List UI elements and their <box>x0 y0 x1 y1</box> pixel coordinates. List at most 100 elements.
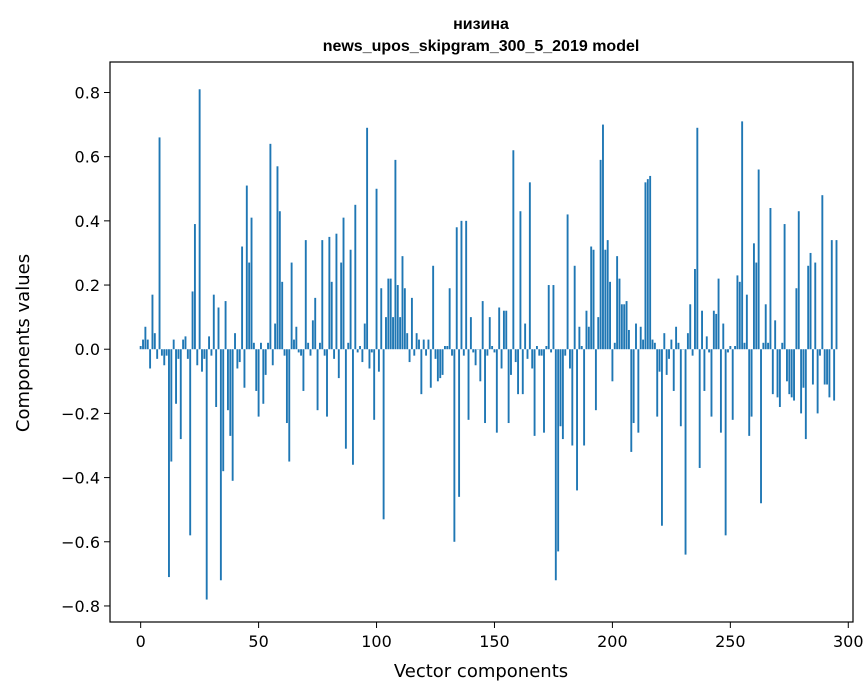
bar <box>481 301 484 350</box>
bar <box>580 346 583 350</box>
bar <box>264 349 267 375</box>
bar <box>326 349 328 417</box>
y-tick-label: −0.4 <box>61 469 100 488</box>
bar <box>333 349 336 359</box>
bar <box>743 342 746 350</box>
bar <box>578 326 581 350</box>
bar <box>321 240 324 350</box>
bar <box>453 349 456 542</box>
bar <box>495 349 498 433</box>
bar <box>304 240 307 350</box>
bar <box>179 349 182 440</box>
bar <box>517 349 520 395</box>
bar <box>590 246 593 350</box>
bar <box>396 285 399 350</box>
bar <box>276 166 279 350</box>
bar <box>632 349 635 424</box>
bar <box>455 227 458 350</box>
bar <box>642 339 645 350</box>
bar <box>760 349 762 504</box>
bar <box>201 349 203 372</box>
bar <box>755 262 758 350</box>
bar <box>262 349 265 404</box>
bar <box>149 349 152 369</box>
bar <box>835 240 838 350</box>
bar <box>290 262 293 350</box>
x-tick-label: 50 <box>248 632 268 651</box>
bar <box>649 175 652 350</box>
bar <box>724 349 727 536</box>
y-axis-label: Components values <box>13 254 34 432</box>
bar <box>297 349 300 353</box>
bar <box>451 349 453 356</box>
bar <box>554 349 557 581</box>
bar <box>356 349 359 353</box>
bar <box>189 349 192 536</box>
x-tick-label: 200 <box>597 632 628 651</box>
bar <box>344 349 347 449</box>
bar <box>441 349 444 375</box>
bar <box>415 333 418 350</box>
bar <box>217 307 220 350</box>
bar <box>170 349 173 462</box>
bar <box>661 349 663 526</box>
bar <box>535 346 538 350</box>
bar <box>823 349 826 385</box>
bar <box>734 346 737 350</box>
bar <box>514 349 517 363</box>
bar <box>425 349 428 356</box>
bar <box>729 346 732 350</box>
bar <box>219 349 222 581</box>
bar <box>323 349 326 356</box>
x-axis-label: Vector components <box>394 661 568 682</box>
bar <box>377 349 380 372</box>
bar <box>342 217 345 350</box>
chart-subtitle: news_upos_skipgram_300_5_2019 model <box>323 38 640 55</box>
bar <box>663 333 666 350</box>
x-tick-label: 250 <box>715 632 746 651</box>
bar <box>670 339 673 350</box>
bar <box>727 349 729 353</box>
bar <box>368 349 371 369</box>
bar <box>708 349 711 353</box>
bar <box>512 150 515 350</box>
bar <box>767 342 770 350</box>
bar <box>830 240 833 350</box>
bar <box>819 349 821 356</box>
bar <box>573 265 576 350</box>
bar <box>274 323 277 350</box>
bar <box>769 208 772 350</box>
y-tick-label: 0.8 <box>75 83 100 102</box>
bar <box>408 349 411 363</box>
bar <box>771 349 774 395</box>
bar <box>528 182 531 350</box>
bar <box>472 349 475 353</box>
bar <box>316 349 319 411</box>
bar <box>722 323 725 350</box>
bar <box>684 349 687 555</box>
bar <box>788 349 791 395</box>
bar <box>564 349 567 356</box>
bar <box>627 329 630 350</box>
bar <box>288 349 291 462</box>
bar <box>745 294 748 350</box>
bar <box>491 346 494 350</box>
bar <box>375 188 378 350</box>
bar <box>668 349 670 359</box>
x-axis-ticks: 0 50 100 150 200 250 300 <box>136 622 864 651</box>
bar <box>507 349 510 424</box>
bar <box>811 349 814 385</box>
bar <box>387 278 390 350</box>
bar <box>186 349 189 359</box>
bar <box>460 220 463 350</box>
bar <box>500 349 503 369</box>
bar <box>613 342 616 350</box>
bar <box>403 288 406 350</box>
bar <box>488 317 491 350</box>
bar <box>462 349 465 356</box>
bar <box>658 349 661 372</box>
bar <box>229 349 232 436</box>
bar <box>231 349 234 481</box>
bar <box>639 326 642 350</box>
bar <box>330 281 333 350</box>
